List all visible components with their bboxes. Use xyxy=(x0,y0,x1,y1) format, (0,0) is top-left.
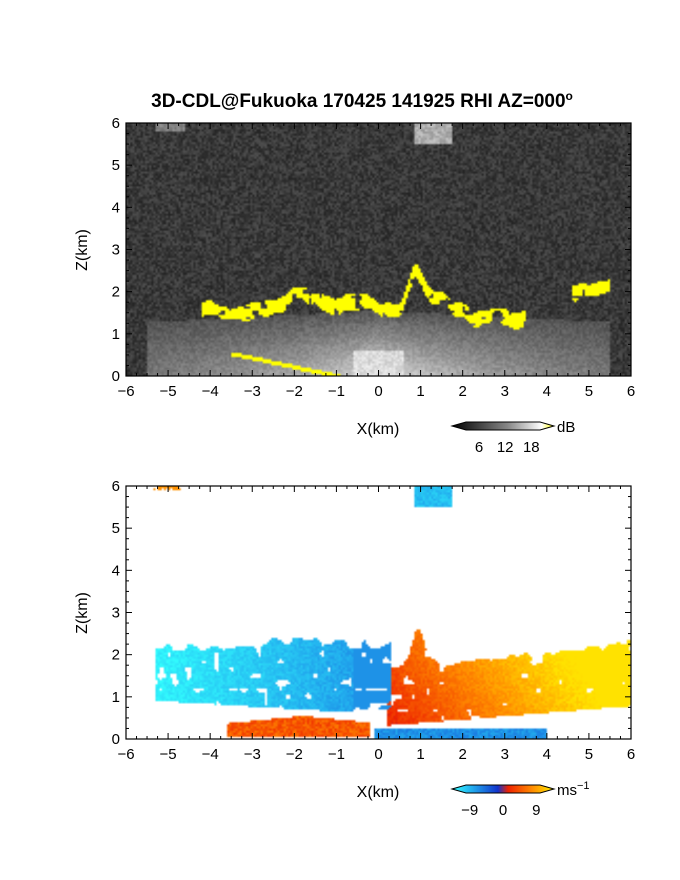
x-tick-label: −1 xyxy=(328,746,345,763)
colorbar: −9 0 9 ms−1 xyxy=(450,780,590,819)
axes: −6 −5 −4 −3 −2 −1 0 1 2 3 4 5 6 0 1 2 3 4 5 6 xyxy=(112,478,636,763)
colorbar-tick-label: −9 xyxy=(461,802,478,819)
x-tick-label: −6 xyxy=(117,746,134,763)
x-tick-label: −2 xyxy=(286,383,303,400)
figure-title: 3D-CDL@Fukuoka 170425 141925 RHI AZ=000o xyxy=(151,89,573,112)
x-tick-label: 3 xyxy=(501,383,509,400)
colorbar-tick-label: 18 xyxy=(523,439,540,456)
x-tick-label: 2 xyxy=(458,383,466,400)
y-tick-label: 2 xyxy=(112,284,120,301)
x-tick-label: 4 xyxy=(543,383,551,400)
axes: −6 −5 −4 −3 −2 −1 0 1 2 3 4 5 6 0 1 2 3 4 5 6 xyxy=(112,115,636,400)
x-tick-label: 5 xyxy=(585,383,593,400)
y-tick-label: 6 xyxy=(112,115,120,132)
x-axis-label: X(km) xyxy=(357,421,400,438)
x-tick-label: 1 xyxy=(416,383,424,400)
y-tick-label: 1 xyxy=(112,689,120,706)
x-tick-label: −6 xyxy=(117,383,134,400)
colorbar-tick-label: 9 xyxy=(532,802,540,819)
y-tick-label: 4 xyxy=(112,562,120,579)
colorbar-tick-label: 0 xyxy=(499,802,507,819)
x-axis-label: X(km) xyxy=(357,784,400,801)
colorbar-unit: dB xyxy=(557,419,575,436)
colorbar-ticks: −9 0 9 xyxy=(461,802,540,819)
x-tick-label: 5 xyxy=(585,746,593,763)
x-tick-label: −4 xyxy=(202,746,219,763)
x-tick-label: 4 xyxy=(543,746,551,763)
x-tick-label: −3 xyxy=(244,383,261,400)
x-tick-label: −1 xyxy=(328,383,345,400)
colorbar-unit: ms−1 xyxy=(557,780,590,799)
x-tick-label: −4 xyxy=(202,383,219,400)
x-tick-label: −5 xyxy=(160,383,177,400)
reflectivity-field xyxy=(126,123,631,376)
x-tick-label: 0 xyxy=(374,746,382,763)
colorbar-bar xyxy=(450,421,556,431)
y-tick-label: 6 xyxy=(112,478,120,495)
y-tick-label: 3 xyxy=(112,242,120,259)
velocity-field xyxy=(126,486,631,739)
y-tick-label: 0 xyxy=(112,731,120,748)
x-tick-label: −2 xyxy=(286,746,303,763)
y-tick-label: 3 xyxy=(112,605,120,622)
x-tick-label: 2 xyxy=(458,746,466,763)
colorbar-tick-label: 12 xyxy=(497,439,514,456)
y-axis-label: Z(km) xyxy=(74,229,91,271)
y-tick-label: 2 xyxy=(112,647,120,664)
y-tick-label: 1 xyxy=(112,326,120,343)
y-tick-label: 4 xyxy=(112,199,120,216)
colorbar-tick-label: 6 xyxy=(475,439,483,456)
colorbar: 6 12 18 dB xyxy=(450,419,575,456)
x-tick-label: 0 xyxy=(374,383,382,400)
x-tick-label: −3 xyxy=(244,746,261,763)
colorbar-bar xyxy=(450,784,556,794)
x-tick-label: −5 xyxy=(160,746,177,763)
x-tick-label: 6 xyxy=(627,383,635,400)
colorbar-ticks: 6 12 18 xyxy=(475,439,540,456)
y-axis-label: Z(km) xyxy=(74,592,91,634)
y-tick-label: 5 xyxy=(112,520,120,537)
y-tick-label: 5 xyxy=(112,157,120,174)
y-tick-label: 0 xyxy=(112,368,120,385)
x-tick-label: 3 xyxy=(501,746,509,763)
velocity-panel: −6 −5 −4 −3 −2 −1 0 1 2 3 4 5 6 0 1 2 3 4 5 6 X(km) Z(km) −… xyxy=(74,478,635,819)
x-tick-label: 1 xyxy=(416,746,424,763)
x-tick-label: 6 xyxy=(627,746,635,763)
